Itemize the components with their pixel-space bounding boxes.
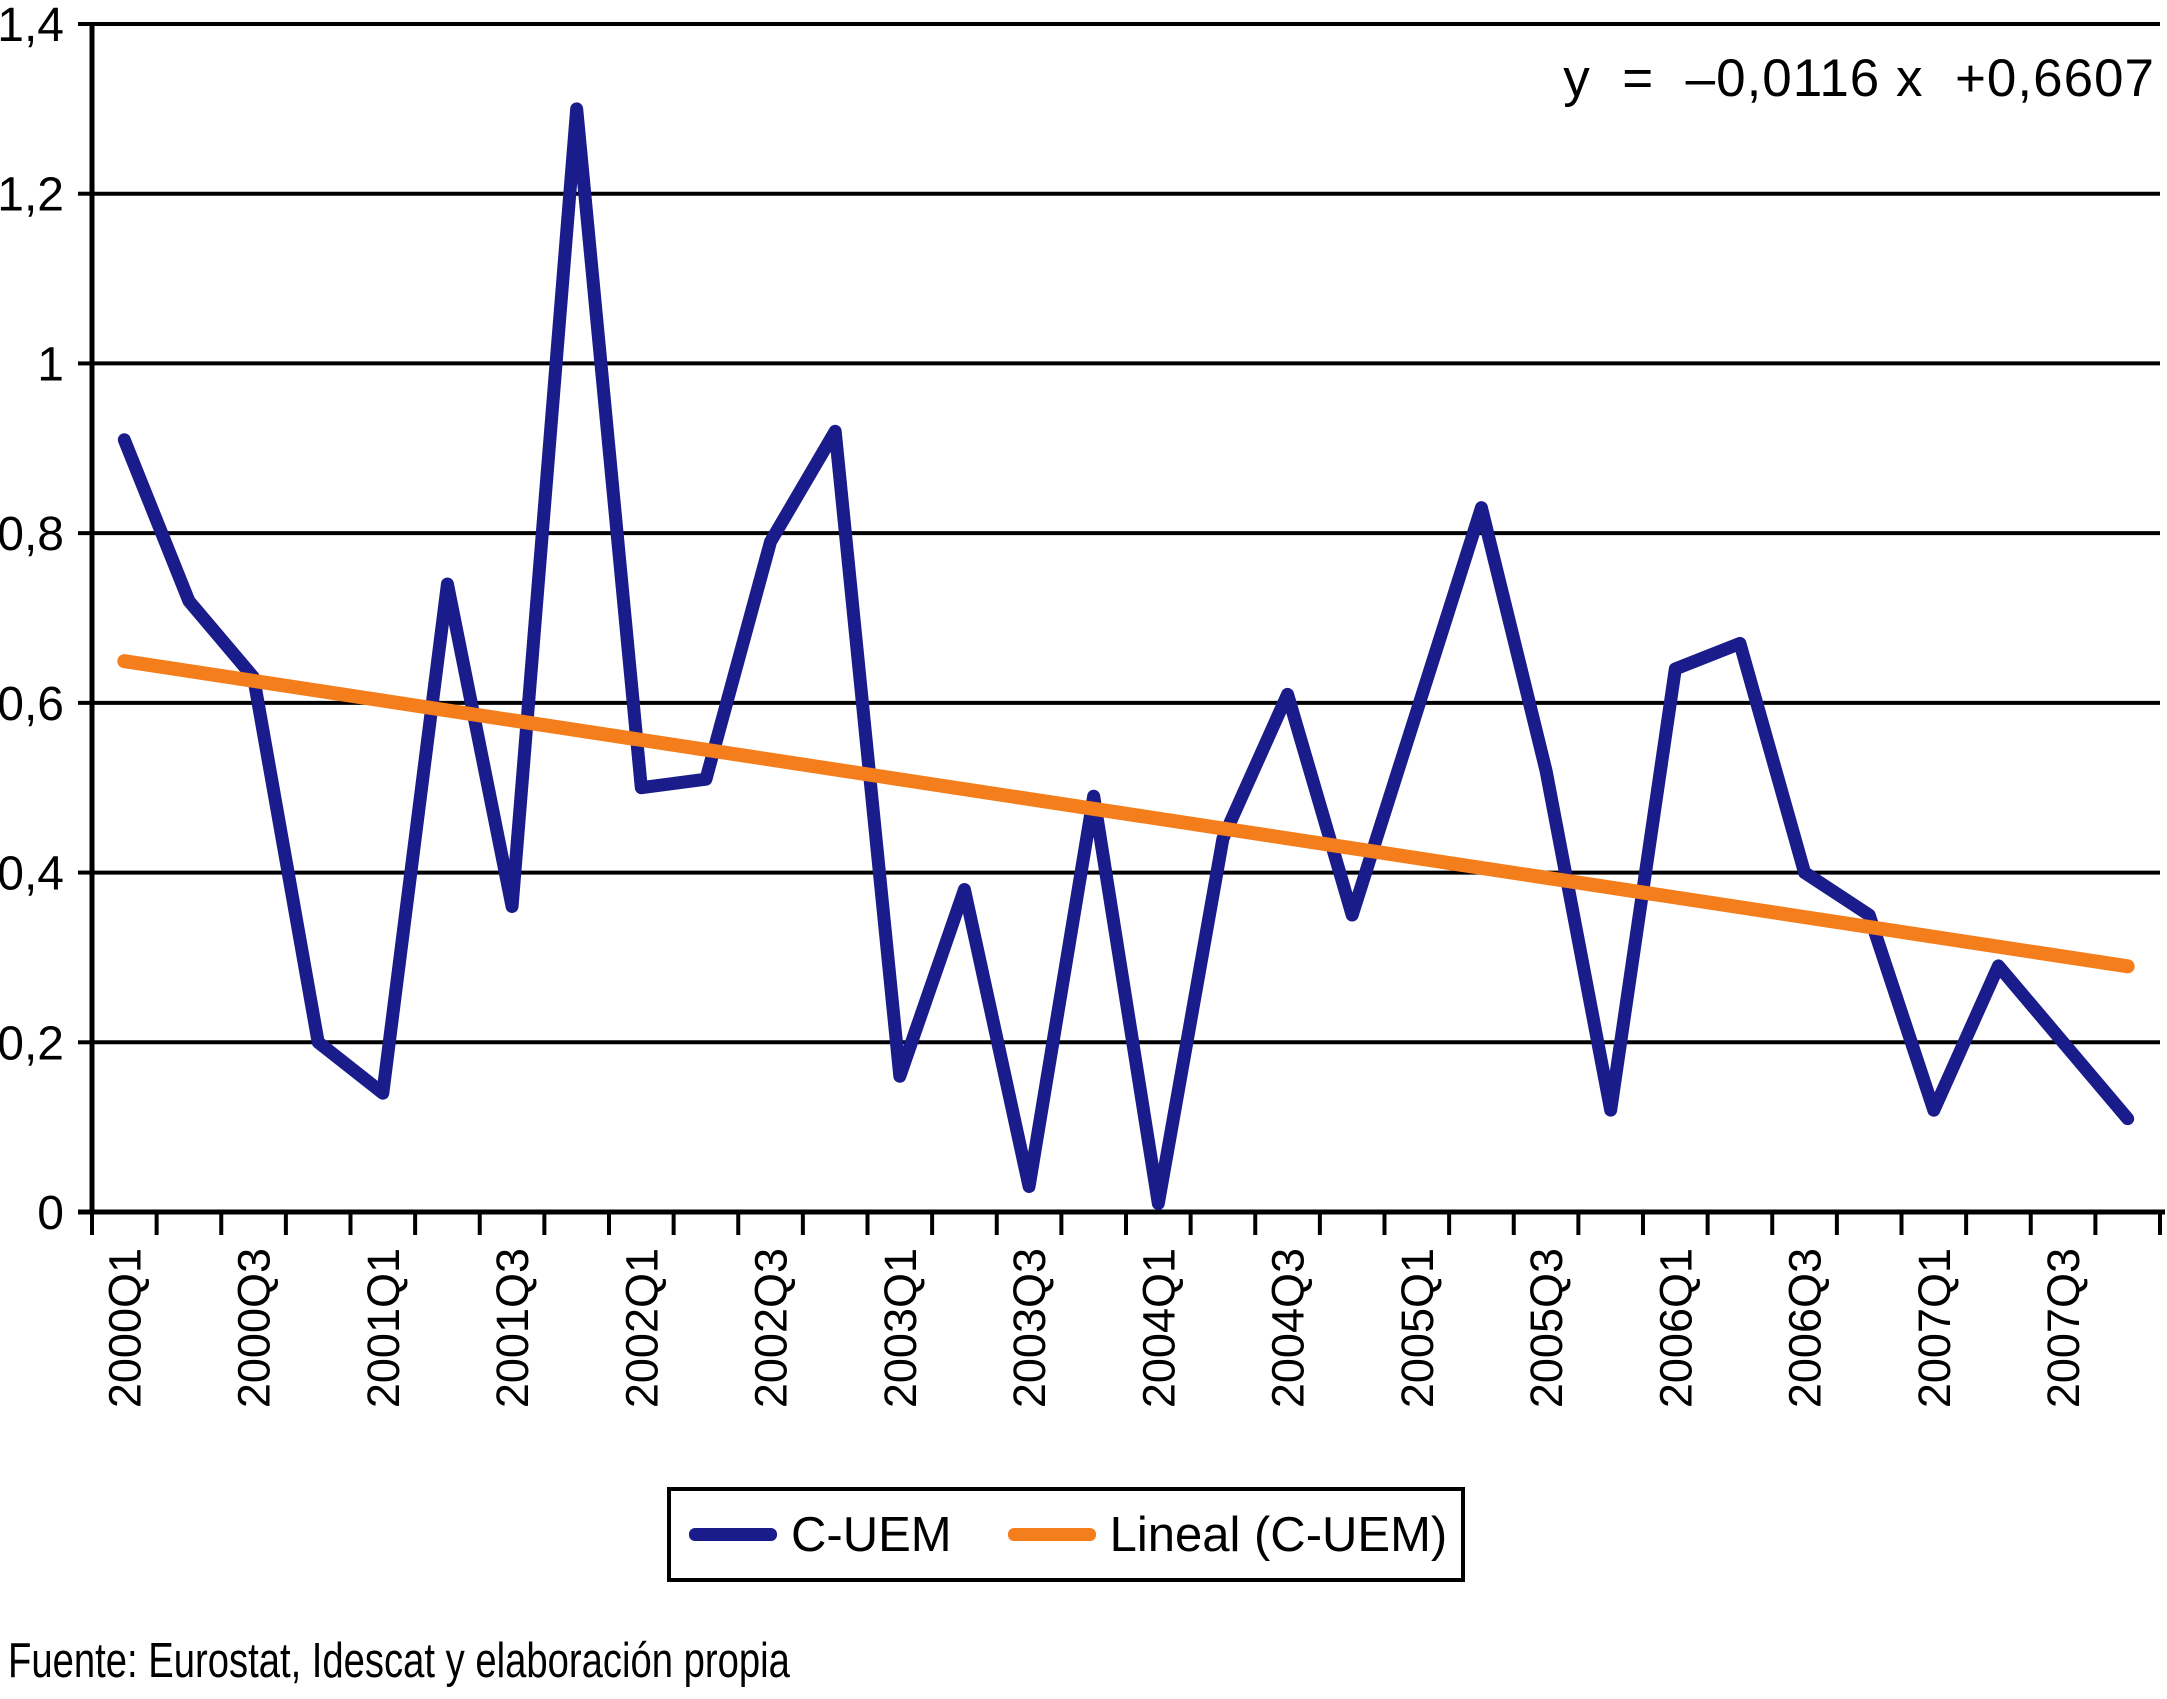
y-tick-label: 1 <box>37 338 64 391</box>
c-uem-line <box>117 102 2135 1211</box>
x-tick-label: 2000Q3 <box>229 1248 280 1408</box>
y-tick-label: 0,4 <box>0 848 64 901</box>
legend: C-UEM Lineal (C-UEM) <box>667 1487 1465 1582</box>
x-tick-label: 2005Q3 <box>1521 1248 1572 1408</box>
x-tick-label: 2006Q1 <box>1650 1248 1701 1408</box>
x-tick-label: 2000Q1 <box>99 1248 150 1408</box>
lineal-trend-line <box>117 654 2135 974</box>
x-tick-label: 2007Q1 <box>1909 1248 1960 1408</box>
x-tick-label: 2002Q1 <box>616 1248 667 1408</box>
y-tick-label: 0 <box>37 1187 64 1240</box>
legend-item-lineal: Lineal (C-UEM) <box>1007 1507 1448 1563</box>
x-tick-label: 2001Q3 <box>487 1248 538 1408</box>
x-tick-label: 2003Q1 <box>875 1248 926 1408</box>
x-axis <box>78 1209 2165 1235</box>
y-tick-label: 0,8 <box>0 508 64 561</box>
x-tick-label: 2003Q3 <box>1004 1248 1055 1408</box>
y-axis-labels: 0 0,2 0,4 0,6 0,8 1 1,2 1,4 <box>0 0 64 1240</box>
x-tick-label: 2002Q3 <box>746 1248 797 1408</box>
trend-equation-label: y = –0,0116 x +0,6607 <box>1563 49 2155 108</box>
x-tick-label: 2004Q3 <box>1263 1248 1314 1408</box>
lineal-line-sample <box>1007 1528 1096 1541</box>
legend-item-c-uem: C-UEM <box>689 1507 952 1563</box>
y-tick-label: 0,6 <box>0 678 64 731</box>
x-tick-label: 2004Q1 <box>1133 1248 1184 1408</box>
x-tick-label: 2005Q1 <box>1392 1248 1443 1408</box>
legend-label-lineal: Lineal (C-UEM) <box>1109 1507 1448 1562</box>
y-tick-label: 1,4 <box>0 0 64 52</box>
y-axis <box>78 22 95 1214</box>
x-axis-labels: 2000Q1 2000Q3 2001Q1 2001Q3 2002Q1 2002Q3 2003… <box>99 1248 2089 1408</box>
x-tick-label: 2007Q3 <box>2038 1248 2089 1408</box>
y-tick-label: 1,2 <box>0 169 64 222</box>
x-tick-label: 2006Q3 <box>1780 1248 1831 1408</box>
source-note: Fuente: Eurostat, Idescat y elaboración … <box>8 1634 790 1688</box>
c-uem-line-sample <box>689 1528 777 1541</box>
legend-label-c-uem: C-UEM <box>791 1507 952 1562</box>
y-tick-label: 0,2 <box>0 1017 64 1070</box>
x-tick-label: 2001Q1 <box>358 1248 409 1408</box>
data-series <box>117 102 2135 1211</box>
